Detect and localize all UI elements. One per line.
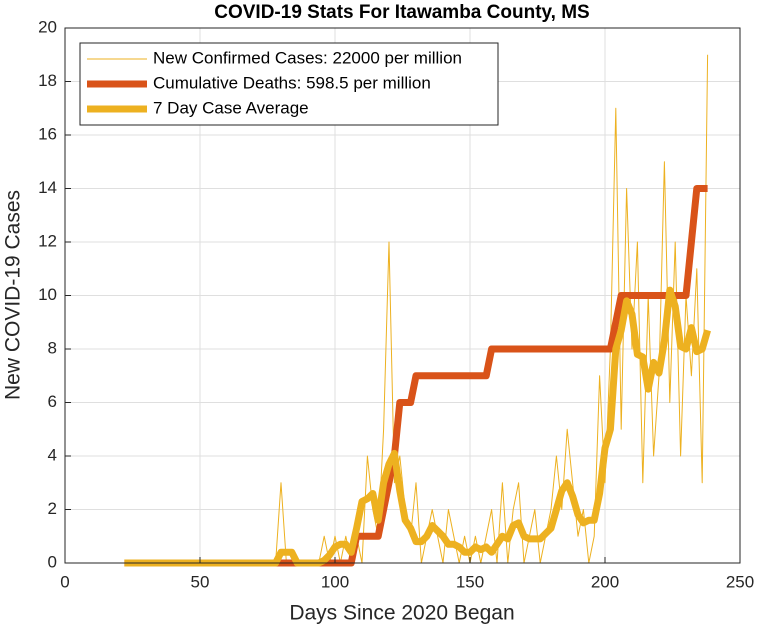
legend-box [79,42,499,126]
y-axis-label: New COVID-19 Cases [2,190,25,400]
x-tick-label: 250 [726,572,754,591]
legend-label: Cumulative Deaths: 598.5 per million [153,73,431,92]
x-tick-label: 50 [191,572,210,591]
y-tick-label: 20 [38,17,57,36]
y-tick-label: 14 [38,178,57,197]
x-tick-label: 200 [591,572,619,591]
x-axis-label: Days Since 2020 Began [289,602,514,625]
x-tick-label: 100 [321,572,349,591]
y-tick-label: 6 [48,392,57,411]
x-tick-label: 150 [456,572,484,591]
y-tick-label: 2 [48,499,57,518]
chart-title: COVID-19 Stats For Itawamba County, MS [214,2,589,23]
y-tick-label: 4 [48,445,57,464]
y-tick-label: 0 [48,552,57,571]
y-tick-label: 18 [38,71,57,90]
legend-label: New Confirmed Cases: 22000 per million [153,48,462,67]
y-tick-label: 16 [38,124,57,143]
x-tick-label: 0 [60,572,69,591]
y-tick-label: 10 [38,285,57,304]
y-tick-label: 12 [38,231,57,250]
legend-label: 7 Day Case Average [153,98,309,117]
y-tick-label: 8 [48,338,57,357]
